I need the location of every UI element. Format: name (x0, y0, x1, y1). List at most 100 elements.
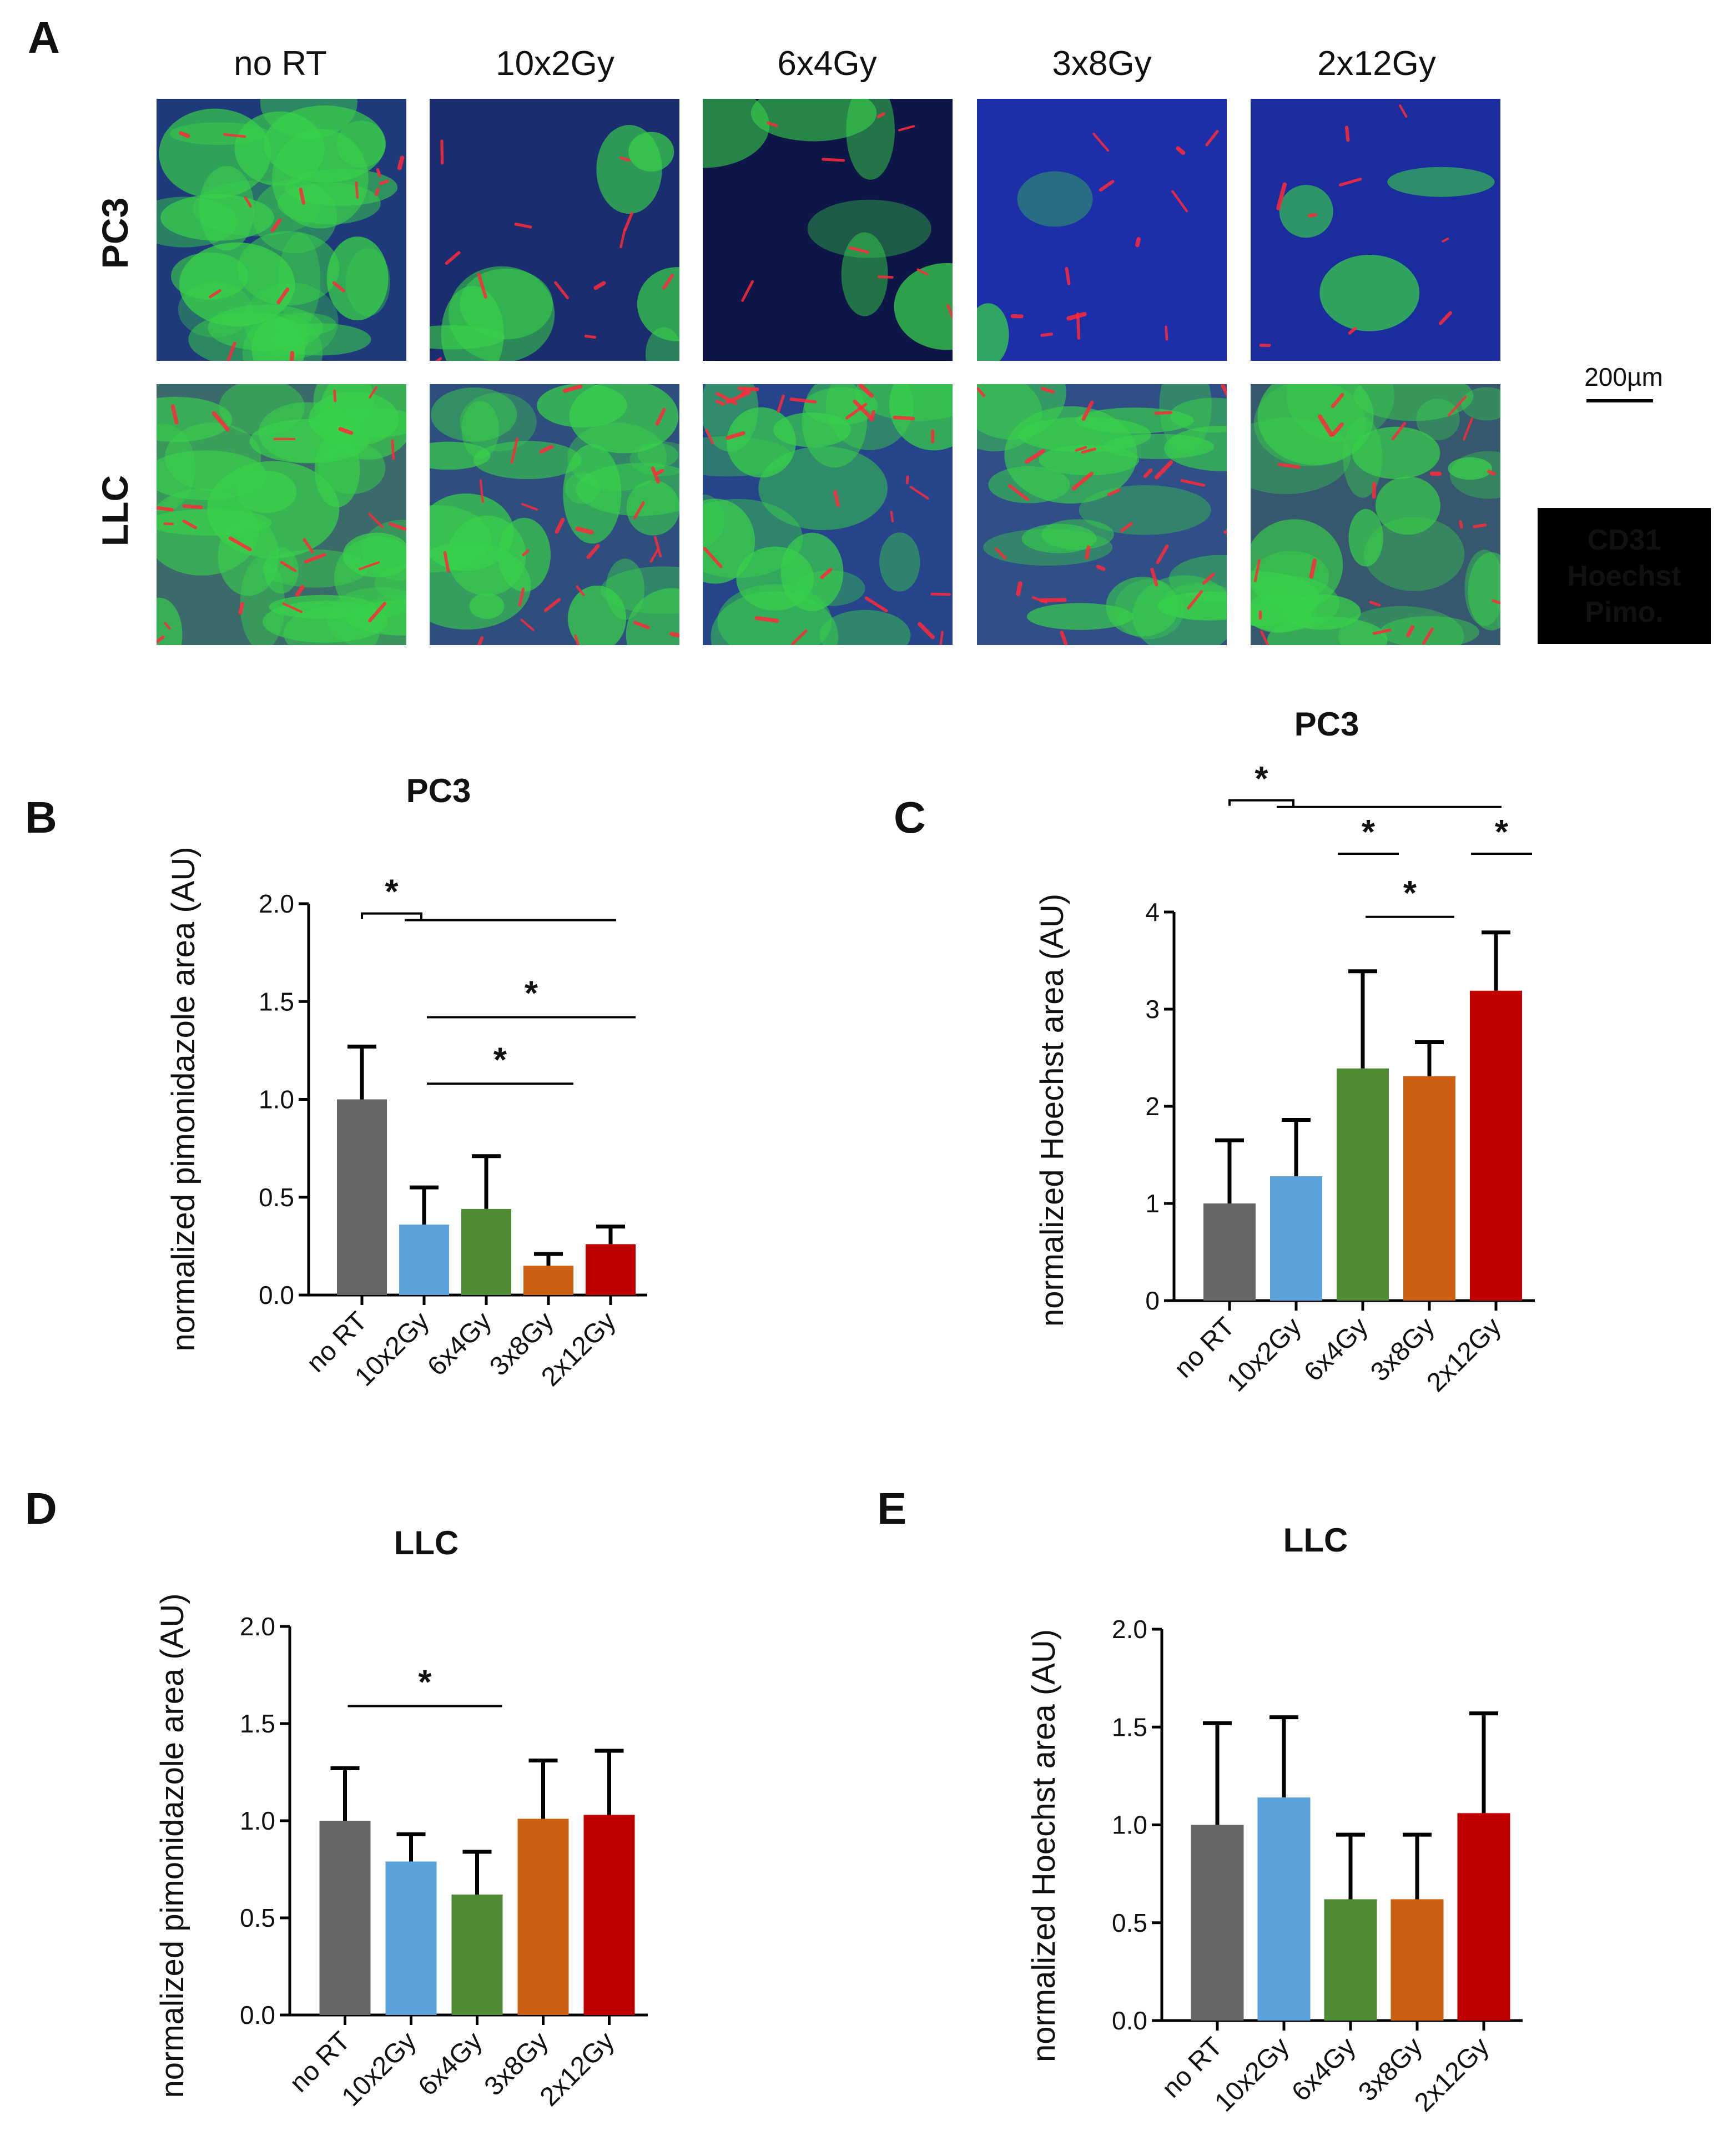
pimonidazole-signal (1079, 485, 1211, 535)
y-tick-label: 1.0 (259, 1085, 294, 1114)
pimonidazole-signal (596, 125, 662, 214)
cd31-vessel (1442, 237, 1449, 243)
pimonidazole-signal (430, 441, 491, 470)
cd31-vessel (1422, 627, 1434, 645)
cd31-vessel (435, 357, 442, 361)
pimonidazole-signal (637, 267, 679, 341)
pimonidazole-signal (473, 441, 582, 480)
cd31-vessel (898, 125, 915, 132)
cd31-vessel (1120, 522, 1133, 532)
pimonidazole-signal (460, 392, 537, 451)
cd31-vessel (376, 168, 381, 178)
y-tick-label: 2.0 (259, 889, 294, 918)
cd31-vessel (737, 386, 759, 391)
pimonidazole-signal (234, 111, 325, 186)
pimonidazole-signal (269, 323, 371, 356)
column-label-no-rt: no RT (234, 44, 327, 83)
pimonidazole-signal (1352, 426, 1440, 480)
cd31-vessel (522, 549, 530, 557)
cd31-vessel (1135, 236, 1141, 248)
pimonidazole-signal (879, 532, 920, 592)
cd31-vessel (554, 281, 569, 300)
y-tick-label: 0 (1145, 1286, 1160, 1315)
micrograph-texture (430, 384, 679, 645)
bar-10x2gy (1257, 1797, 1311, 2021)
cd31-vessel (893, 415, 915, 421)
cd31-vessel (1463, 417, 1473, 441)
cd31-vessel (1260, 630, 1269, 645)
pimonidazole-signal (157, 396, 233, 442)
pimonidazole-signal (819, 609, 911, 645)
pimonidazole-signal (157, 597, 183, 645)
cd31-vessel (705, 429, 714, 445)
cd31-vessel (1277, 462, 1301, 469)
cd31-vessel (1065, 266, 1071, 285)
cd31-vessel (1081, 447, 1096, 454)
bar-no-rt (1191, 1825, 1244, 2021)
pimonidazole-signal (318, 441, 386, 495)
cd31-vessel (379, 179, 389, 185)
cd31-vessel (282, 602, 303, 613)
cd31-vessel (655, 407, 666, 426)
pimonidazole-signal (750, 99, 877, 142)
cd31-vessel (1406, 625, 1415, 637)
cd31-vessel (226, 341, 236, 361)
cd31-vessel (228, 536, 252, 552)
cd31-vessel (1039, 598, 1067, 603)
pimonidazole-signal (171, 252, 249, 300)
cd31-vessel (623, 211, 633, 231)
cd31-vessel (754, 616, 779, 623)
pimonidazole-signal (802, 384, 867, 468)
cd31-vessel (1492, 599, 1500, 605)
pimonidazole-signal (1449, 451, 1500, 499)
cd31-vessel (619, 228, 626, 249)
cd31-vessel (1060, 631, 1068, 645)
micrograph-texture (430, 125, 679, 361)
cd31-vessel (1096, 565, 1106, 571)
pimonidazole-signal (336, 120, 386, 168)
cd31-vessel (1331, 422, 1344, 437)
cd31-vessel (332, 281, 345, 293)
micrograph-pc3-5 (1251, 99, 1500, 361)
cd31-vessel (303, 538, 314, 553)
cd31-vessel (1092, 133, 1110, 152)
y-tick-label: 0.0 (1112, 2006, 1147, 2035)
y-axis-label: normalized pimonidazole area (AU) (154, 1593, 190, 2098)
cd31-vessel (1344, 125, 1350, 142)
pimonidazole-signal (537, 384, 627, 428)
cd31-vessel (368, 602, 387, 623)
cd31-vessel (510, 437, 519, 464)
cd31-vessel (223, 133, 246, 138)
pimonidazole-signal (1338, 606, 1464, 645)
cd31-vessel (163, 522, 174, 526)
significance-star: * (1495, 813, 1509, 852)
micrograph-pc3-2 (430, 99, 679, 361)
pimonidazole-signal (626, 588, 679, 645)
y-tick-label: 0.5 (259, 1183, 294, 1212)
column-label-3x8gy: 3x8Gy (1052, 44, 1151, 83)
pimonidazole-signal (717, 584, 832, 645)
pimonidazole-signal (320, 384, 406, 460)
pimonidazole-signal (758, 446, 888, 531)
cd31-vessel (619, 156, 631, 162)
cd31-vessel (1369, 601, 1381, 607)
row-label-pc3: PC3 (94, 198, 135, 269)
cd31-vessel (1066, 311, 1087, 321)
bar-2x12gy (1457, 1813, 1510, 2021)
y-tick-label: 2.0 (240, 1612, 275, 1641)
cd31-vessel (574, 634, 580, 645)
legend-cd31: CD31 (1588, 524, 1661, 556)
cd31-vessel (876, 112, 885, 118)
cd31-vessel (295, 585, 305, 597)
cd31-vessel (1338, 178, 1362, 187)
cd31-vessel (1253, 559, 1261, 582)
micrograph-texture (703, 384, 953, 645)
cd31-vessel (649, 548, 659, 563)
cd31-vessel (209, 289, 221, 299)
cd31-vessel (543, 598, 561, 612)
pimonidazole-signal (807, 199, 931, 258)
pimonidazole-signal (703, 436, 792, 477)
cd31-vessel (280, 561, 297, 572)
y-tick-label: 0.0 (240, 2001, 275, 2029)
cd31-vessel (858, 384, 874, 398)
